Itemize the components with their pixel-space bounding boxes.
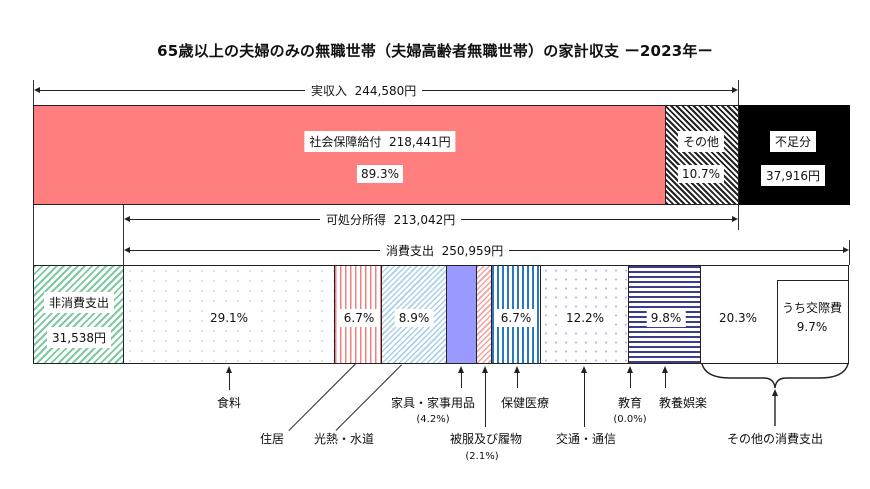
arrow-up-icon: [581, 366, 587, 373]
other-income-pct: 10.7%: [677, 165, 725, 183]
social-expense-box: [777, 280, 848, 363]
brace-icon: [701, 363, 849, 426]
housing-pct: 6.7%: [339, 309, 379, 327]
actual-income-text: 実収入: [311, 84, 348, 98]
transport-pct: 12.2%: [561, 309, 609, 327]
food-pointer: [229, 372, 230, 390]
education-pct: (0.0%): [613, 414, 647, 425]
food-pct: 29.1%: [205, 309, 253, 327]
category-utilities: 光熱・水道: [313, 432, 375, 446]
category-clothing: 被服及び履物: [449, 432, 523, 446]
disposable-income-label: 可処分所得 213,042円: [320, 211, 462, 228]
non-consumption-segment: [34, 266, 124, 363]
category-food: 食料: [216, 396, 242, 410]
furniture-pointer: [461, 372, 462, 388]
arrow-up-icon: [514, 366, 520, 373]
consumption-value: 250,959円: [441, 244, 504, 258]
other-consumption-pct: 20.3%: [714, 309, 762, 327]
category-culture: 教養娯楽: [658, 396, 708, 410]
category-transport: 交通・通信: [555, 432, 617, 446]
arrow-right-icon: [732, 87, 738, 93]
shortfall-value: 37,916円: [761, 165, 825, 186]
category-housing: 住居: [259, 432, 285, 446]
arrow-up-icon: [662, 366, 668, 373]
consumption-total-label: 消費支出 250,959円: [380, 242, 510, 259]
furniture-pct: (4.2%): [416, 414, 450, 425]
other-income-segment: [665, 105, 739, 205]
utilities-pct: 8.9%: [394, 309, 434, 327]
shortfall-segment: [739, 105, 850, 205]
culture-pct: 9.8%: [646, 309, 686, 327]
arrow-left-icon: [124, 216, 130, 222]
category-other: その他の消費支出: [726, 432, 824, 446]
span-tick-disposable-start: [123, 205, 124, 265]
arrow-right-icon: [843, 247, 849, 253]
arrow-up-icon: [482, 366, 488, 373]
arrow-up-icon: [627, 366, 633, 373]
clothing-segment: [477, 266, 492, 363]
education-pointer: [630, 372, 631, 388]
span-tick-consumption-end: [849, 240, 850, 265]
social-security-value: 218,441円: [389, 135, 451, 149]
arrow-left-icon: [124, 247, 130, 253]
food-segment: [124, 266, 335, 363]
left-border-line: [33, 205, 34, 265]
chart-title: 65歳以上の夫婦のみの無職世帯（夫婦高齢者無職世帯）の家計収支 ー2023年ー: [157, 42, 713, 60]
span-tick-left: [33, 80, 34, 110]
social-security-segment: [33, 105, 665, 205]
social-expense-label: うち交際費: [781, 301, 843, 315]
culture-pointer: [665, 372, 666, 388]
expenditure-bar: [33, 265, 849, 364]
transport-pointer: [584, 372, 585, 427]
category-medical: 保健医療: [500, 396, 550, 410]
arrow-up-icon: [458, 366, 464, 373]
other-income-label: その他: [677, 131, 725, 152]
category-education: 教育: [617, 396, 643, 410]
clothing-pointer: [485, 372, 486, 427]
non-consumption-label: 非消費支出: [43, 292, 115, 313]
social-security-label: 社会保障給付 218,441円: [304, 131, 456, 152]
arrow-left-icon: [34, 87, 40, 93]
medical-pointer: [517, 372, 518, 388]
category-furniture: 家具・家事用品: [390, 396, 476, 410]
arrow-right-icon: [732, 216, 738, 222]
actual-income-label: 実収入 244,580円: [305, 82, 423, 99]
consumption-text: 消費支出: [386, 244, 435, 258]
disposable-value: 213,042円: [393, 213, 456, 227]
clothing-pct: (2.1%): [465, 451, 499, 462]
arrow-up-icon: [226, 366, 232, 373]
medical-pct: 6.7%: [496, 309, 536, 327]
actual-income-value: 244,580円: [354, 84, 417, 98]
disposable-text: 可処分所得: [326, 213, 387, 227]
non-consumption-value: 31,538円: [47, 327, 111, 348]
social-security-text: 社会保障給付: [309, 135, 382, 149]
furniture-segment: [447, 266, 477, 363]
social-expense-pct: 9.7%: [796, 320, 828, 334]
social-security-pct: 89.3%: [356, 165, 404, 183]
shortfall-label: 不足分: [769, 131, 817, 152]
income-bar: [33, 105, 850, 205]
